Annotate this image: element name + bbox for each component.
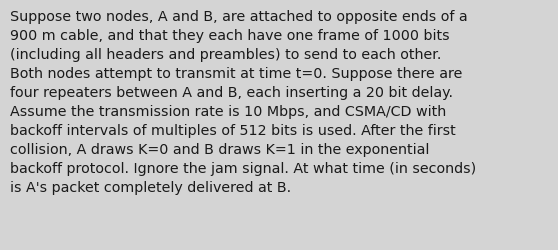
Text: Suppose two nodes, A and B, are attached to opposite ends of a
900 m cable, and : Suppose two nodes, A and B, are attached… [10,10,477,194]
